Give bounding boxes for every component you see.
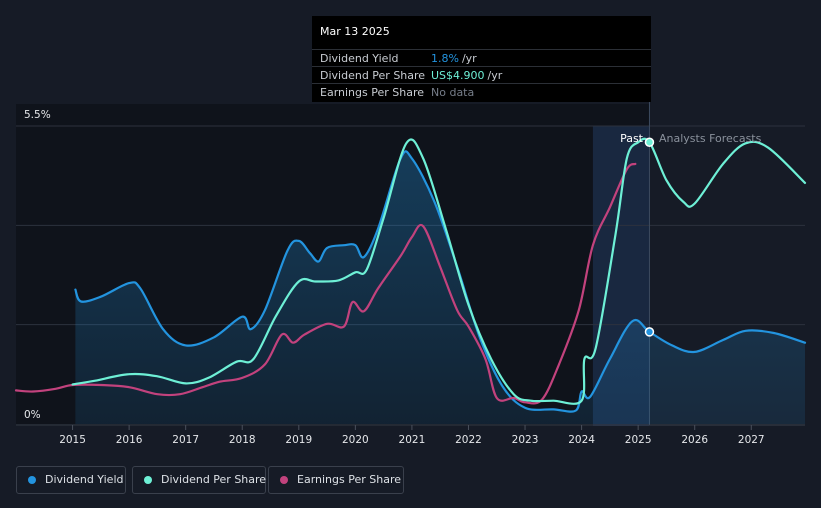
legend-item-earnings-per-share[interactable]: Earnings Per Share bbox=[268, 466, 404, 494]
legend-label: Earnings Per Share bbox=[297, 473, 402, 486]
x-tick-label: 2016 bbox=[116, 434, 143, 446]
tooltip-date: Mar 13 2025 bbox=[320, 25, 390, 38]
series-line-1 bbox=[71, 137, 807, 405]
x-tick-label: 2022 bbox=[455, 434, 482, 446]
legend-label: Dividend Per Share bbox=[161, 473, 267, 486]
tooltip-unit: /yr bbox=[487, 69, 503, 82]
x-tick-label: 2021 bbox=[399, 434, 426, 446]
x-tick-label: 2024 bbox=[568, 434, 595, 446]
tooltip-value: US$4.900/yr bbox=[431, 69, 502, 82]
tooltip-value-text: US$4.900 bbox=[431, 69, 485, 82]
tooltip-value: No data bbox=[431, 86, 477, 99]
tooltip-label: Earnings Per Share bbox=[320, 86, 425, 99]
tooltip: Mar 13 2025 Dividend Yield 1.8%/yr Divid… bbox=[312, 16, 651, 102]
x-tick-label: 2025 bbox=[625, 434, 652, 446]
tooltip-label: Dividend Yield bbox=[320, 52, 399, 65]
legend-dot-icon bbox=[144, 476, 152, 484]
legend-dot-icon bbox=[28, 476, 36, 484]
legend-item-dividend-yield[interactable]: Dividend Yield bbox=[16, 466, 126, 494]
x-tick-label: 2026 bbox=[681, 434, 708, 446]
tooltip-row-dividend-per-share: Dividend Per Share US$4.900/yr bbox=[312, 66, 651, 83]
x-tick-label: 2018 bbox=[229, 434, 256, 446]
tooltip-unit: /yr bbox=[461, 52, 477, 65]
x-tick-label: 2027 bbox=[738, 434, 765, 446]
marker-layer bbox=[644, 137, 655, 337]
tooltip-row-dividend-yield: Dividend Yield 1.8%/yr bbox=[312, 49, 651, 66]
tooltip-row-earnings-per-share: Earnings Per Share No data bbox=[312, 83, 651, 100]
y-axis-bottom-label: 0% bbox=[24, 409, 41, 421]
tooltip-label: Dividend Per Share bbox=[320, 69, 426, 82]
tooltip-value: 1.8%/yr bbox=[431, 52, 477, 65]
series-area-0 bbox=[75, 151, 806, 424]
hover-marker-0 bbox=[644, 327, 655, 337]
legend-label: Dividend Yield bbox=[45, 473, 124, 486]
x-tick-label: 2015 bbox=[59, 434, 86, 446]
series-line-2 bbox=[14, 162, 637, 405]
x-tick-label: 2019 bbox=[285, 434, 312, 446]
legend-dot-icon bbox=[280, 476, 288, 484]
x-tick-label: 2017 bbox=[172, 434, 199, 446]
past-label: Past bbox=[620, 132, 644, 145]
x-tick-label: 2023 bbox=[512, 434, 539, 446]
tooltip-value-text: 1.8% bbox=[431, 52, 459, 65]
x-axis: 2015 2016 2017 2018 2019 2020 2021 2022 2023 2024… bbox=[59, 425, 765, 446]
series-layer bbox=[14, 137, 807, 424]
tooltip-value-text: No data bbox=[431, 86, 475, 99]
y-axis-top-label: 5.5% bbox=[24, 109, 51, 121]
x-tick-label: 2020 bbox=[342, 434, 369, 446]
hover-marker-1 bbox=[644, 137, 655, 148]
analysts-forecast-label: Analysts Forecasts bbox=[659, 132, 762, 145]
legend-item-dividend-per-share[interactable]: Dividend Per Share bbox=[132, 466, 266, 494]
